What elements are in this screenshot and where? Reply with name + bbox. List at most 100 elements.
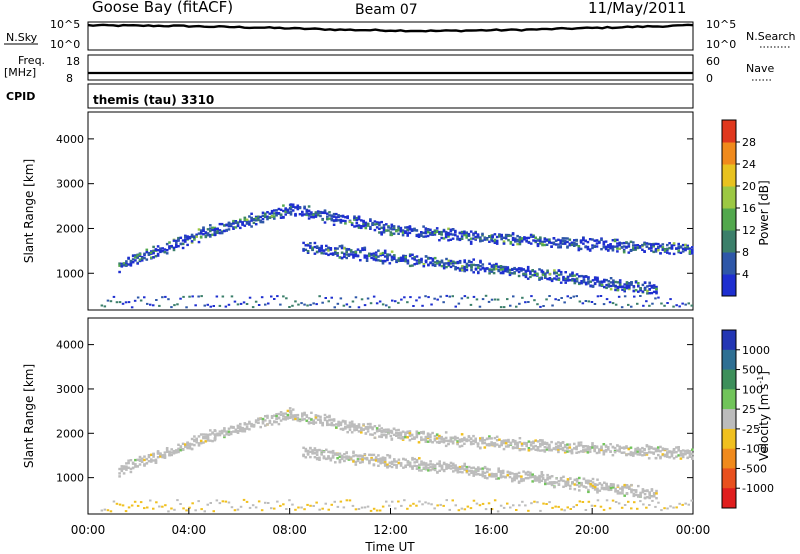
echo-cell (472, 237, 475, 240)
echo-cell (288, 306, 291, 308)
echo-cell (688, 455, 692, 458)
echo-cell (452, 466, 455, 470)
colorbar-tick-label: -100 (742, 443, 767, 456)
echo-cell (301, 214, 304, 217)
echo-cell (525, 236, 528, 240)
echo-cell (319, 415, 322, 418)
echo-cell (431, 468, 435, 471)
echo-cell (300, 302, 303, 305)
echo-cell (175, 449, 178, 452)
echo-cell (324, 502, 327, 505)
echo-cell (511, 272, 514, 275)
echo-cell (326, 419, 329, 423)
echo-cell (509, 304, 512, 307)
echo-cell (143, 455, 146, 458)
echo-cell (596, 278, 599, 281)
echo-cell (447, 235, 450, 238)
echo-cell (418, 261, 421, 265)
echo-cell (391, 500, 394, 503)
echo-cell (325, 252, 328, 255)
echo-cell (587, 282, 590, 285)
echo-cell (679, 457, 683, 460)
echo-cell (400, 298, 403, 301)
echo-cell (491, 234, 494, 237)
echo-cell (186, 446, 189, 450)
echo-cell (339, 297, 343, 300)
echo-cell (632, 289, 636, 293)
echo-cell (643, 287, 647, 290)
echo-cell (188, 295, 191, 298)
echo-cell (214, 433, 217, 436)
echo-cell (415, 299, 418, 302)
echo-cell (118, 503, 122, 506)
echo-cell (652, 447, 655, 450)
echo-cell (650, 286, 654, 289)
echo-cell (449, 238, 453, 241)
echo-cell (335, 212, 338, 216)
echo-cell (430, 303, 433, 306)
echo-cell (186, 237, 189, 240)
echo-cell (488, 268, 491, 271)
echo-cell (172, 248, 176, 252)
echo-cell (533, 274, 537, 277)
echo-cell (161, 247, 164, 250)
echo-cell (103, 305, 107, 308)
echo-cell (379, 259, 382, 262)
noise-right-label: N.Search (746, 30, 796, 43)
echo-cell (686, 247, 689, 250)
echo-cell (390, 225, 394, 228)
echo-cell (634, 490, 638, 493)
echo-cell (566, 237, 569, 240)
echo-cell (675, 446, 678, 449)
echo-cell (589, 479, 592, 483)
echo-cell (684, 248, 687, 251)
echo-cell (609, 488, 613, 491)
echo-cell (359, 250, 362, 253)
echo-cell (474, 440, 477, 444)
echo-cell (383, 251, 387, 255)
echo-cell (514, 240, 517, 243)
echo-cell (177, 447, 180, 450)
echo-cell (327, 450, 330, 454)
power-echo-layer (100, 203, 694, 309)
echo-cell (377, 454, 380, 457)
echo-cell (320, 450, 323, 453)
echo-cell (387, 226, 390, 229)
echo-cell (445, 294, 448, 297)
echo-cell (214, 233, 217, 236)
echo-cell (214, 228, 217, 231)
echo-cell (439, 295, 442, 298)
echo-cell (490, 474, 494, 477)
echo-cell (538, 480, 541, 484)
echo-cell (429, 463, 432, 466)
echo-cell (511, 243, 515, 246)
noise-left-tick-bottom: 10^0 (50, 38, 80, 51)
echo-cell (568, 443, 572, 446)
velocity-colorbar-label-end: ] (757, 371, 771, 376)
colorbar-swatch (722, 409, 736, 430)
echo-cell (218, 430, 222, 433)
echo-cell (571, 279, 574, 282)
echo-cell (526, 473, 530, 476)
echo-cell (666, 453, 669, 456)
echo-cell (501, 270, 505, 273)
colorbar-tick-label: -1000 (742, 482, 774, 495)
echo-cell (582, 445, 585, 448)
echo-cell (681, 449, 685, 452)
echo-cell (575, 445, 578, 448)
echo-cell (232, 226, 235, 229)
echo-cell (390, 431, 394, 434)
echo-cell (561, 239, 565, 243)
echo-cell (627, 251, 631, 254)
echo-cell (578, 489, 581, 492)
echo-cell (291, 408, 295, 411)
echo-cell (504, 265, 507, 269)
echo-cell (285, 297, 288, 300)
echo-cell (609, 450, 612, 453)
echo-cell (532, 235, 535, 238)
echo-cell (564, 281, 567, 284)
echo-cell (452, 264, 455, 267)
echo-cell (499, 266, 503, 270)
echo-cell (630, 490, 633, 494)
echo-cell (582, 485, 586, 488)
